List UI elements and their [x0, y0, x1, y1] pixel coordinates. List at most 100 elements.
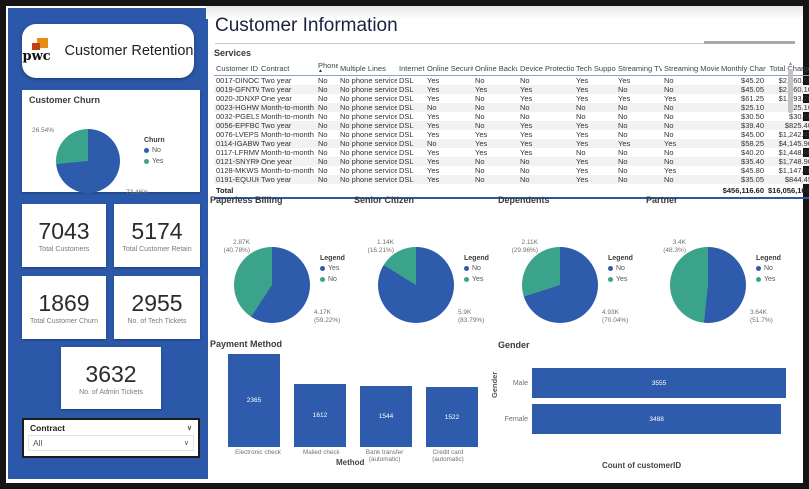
services-table: Customer ID Contract Phone ▲ Multiple Lines I… — [214, 60, 809, 199]
column-header-total-charge[interactable]: Total Charge — [766, 60, 809, 76]
bar-male[interactable]: 3555 — [532, 368, 786, 398]
bar-category-label: Electronic check — [235, 449, 281, 456]
bar-bank-transfer-automatic-[interactable]: 1544 — [360, 386, 412, 447]
legend-dot-icon — [464, 266, 469, 271]
legend-dot-icon — [144, 159, 149, 164]
bar-electronic-check[interactable]: 2365 — [228, 354, 280, 447]
scrollbar-thumb[interactable] — [788, 69, 793, 113]
pie-data-label: 2.11K (29.96%) — [511, 239, 538, 254]
scrollbar-up-icon[interactable]: ▴ — [788, 61, 792, 67]
legend-item-no[interactable]: No — [320, 276, 345, 283]
scrollbar-down-icon[interactable]: ▾ — [788, 190, 792, 196]
bar-value: 1612 — [312, 412, 328, 419]
kpi-tech-tickets[interactable]: 2955 No. of Tech Tickets — [114, 276, 200, 339]
kpi-total-customer-retain[interactable]: 5174 Total Customer Retain — [114, 204, 200, 267]
kpi-label: No. of Admin Tickets — [79, 388, 143, 396]
partner-chart: Partner Legend No Yes 3.4K (48.3%) 3.64K (51… — [646, 195, 791, 337]
legend-item-yes[interactable]: Yes — [144, 158, 165, 165]
pie-data-label: 4.93K (70.04%) — [602, 309, 629, 324]
contract-slicer: Contract ∨ All ∨ — [22, 418, 200, 458]
services-table-container: Customer ID Contract Phone ▲ Multiple Lines I… — [214, 60, 809, 199]
chart-title: Dependents — [498, 195, 550, 205]
legend-dot-icon — [464, 277, 469, 282]
bar-category-label: Bank transfer (automatic) — [365, 449, 404, 463]
column-header-streaming-tv[interactable]: Streaming TV — [616, 60, 662, 76]
table-row[interactable]: 0032-PGELS Month-to-month No No phone servi… — [216, 111, 809, 121]
table-scrollbar[interactable]: ▴ ▾ — [786, 60, 795, 196]
bar-category-label: Mailed check — [302, 449, 340, 456]
bar-female[interactable]: 3488 — [532, 404, 782, 434]
chart-title: Customer Churn — [29, 95, 101, 105]
partner-pie[interactable] — [670, 247, 746, 323]
table-row[interactable]: 0117-LFRMW Month-to-month No No phone servi… — [216, 147, 809, 157]
page-title: Customer Information — [215, 15, 398, 36]
chart-title: Senior Citizen — [354, 195, 415, 205]
kpi-label: Total Customer Churn — [29, 318, 99, 325]
services-table-body: 0017-DINOC Two year No No phone service DSL Y… — [214, 75, 809, 199]
kpi-total-customers[interactable]: 7043 Total Customers — [22, 204, 106, 267]
table-row[interactable]: 0017-DINOC Two year No No phone service DSL Y… — [216, 75, 809, 85]
column-header-tech-support[interactable]: Tech Support — [574, 60, 616, 76]
legend-item-yes[interactable]: Yes — [756, 276, 781, 283]
column-header-phone[interactable]: Phone ▲ — [316, 60, 338, 76]
bar-value: 1522 — [444, 413, 460, 421]
table-row[interactable]: 0121-SNYRK One year No No phone service DSL Y… — [214, 156, 809, 166]
kpi-admin-tickets[interactable]: 3632 No. of Admin Tickets — [61, 347, 161, 409]
customer-churn-chart: Customer Churn Churn No Yes 26.54% 73.46% — [22, 90, 200, 196]
column-header-contract[interactable]: Contract — [259, 60, 316, 76]
table-row[interactable]: 0191-EQUUH Two year No No phone service DSL Y… — [214, 174, 809, 184]
pwc-logo-text: pwc — [22, 49, 51, 64]
pie-data-label: 73.46% — [126, 189, 149, 196]
bar-credit-card-automatic-[interactable]: 1522 — [426, 387, 478, 447]
gender-x-axis-title: Count of customerID — [602, 461, 682, 470]
kpi-value: 2955 — [131, 290, 183, 316]
column-header-customer-id[interactable]: Customer ID — [214, 60, 259, 76]
churn-pie[interactable] — [56, 129, 120, 193]
legend-item-yes[interactable]: Yes — [464, 276, 489, 283]
slicer-selected-value: All — [33, 438, 43, 448]
column-header-multiple-lines[interactable]: Multiple Lines — [338, 60, 397, 76]
table-row[interactable]: 0076-LVEPS Month-to-month No No phone servi… — [216, 129, 809, 139]
kpi-value: 5174 — [131, 218, 183, 244]
pie-data-label: 2.87K (40.78%) — [223, 239, 250, 254]
contract-slicer-header[interactable]: Contract ∨ — [24, 420, 198, 434]
legend: Legend No Yes — [608, 255, 633, 283]
column-header-online-security[interactable]: Online Security — [425, 60, 473, 76]
senior-citizen-pie[interactable] — [378, 247, 454, 323]
table-row[interactable]: 0056-EPFBG Two year No No phone service DSL Y… — [214, 120, 809, 130]
chevron-down-icon[interactable]: ∨ — [183, 440, 189, 447]
bar-mailed-check[interactable]: 1612 — [294, 384, 346, 447]
column-header-device-protection[interactable]: Device Protection — [518, 60, 574, 76]
legend: Legend No Yes — [464, 255, 489, 283]
legend-item-no[interactable]: No — [144, 147, 165, 154]
bar-category-label: Credit card (automatic) — [432, 449, 464, 463]
table-row[interactable]: 0023-HGHWL Month-to-month No No phone servi… — [214, 102, 809, 112]
senior-citizen-chart: Senior Citizen Legend No Yes 1.14K (16.21%… — [354, 195, 499, 337]
legend-dot-icon — [608, 266, 613, 271]
legend-item-no[interactable]: No — [464, 265, 489, 272]
kpi-total-customer-churn[interactable]: 1869 Total Customer Churn — [22, 276, 106, 339]
column-header-internet[interactable]: Internet — [397, 60, 425, 76]
contract-slicer-dropdown[interactable]: All ∨ — [28, 435, 194, 451]
paperless-billing-pie[interactable] — [234, 247, 310, 323]
kpi-label: Total Customers — [38, 246, 90, 253]
column-header-streaming-movies[interactable]: Streaming Movies — [662, 60, 719, 76]
bar-value: 2365 — [246, 397, 262, 404]
table-row[interactable]: 0020-JDNXP One year No No phone service DSL Y… — [216, 93, 809, 103]
table-row[interactable]: 0114-IGABW Two year No No phone service DSL N… — [214, 138, 809, 148]
pie-data-label: 1.14K (16.21%) — [367, 239, 394, 254]
legend-item-yes[interactable]: Yes — [320, 265, 345, 272]
legend-item-no[interactable]: No — [756, 265, 781, 272]
column-header-monthly-charge[interactable]: Monthly Charge — [719, 60, 766, 76]
chevron-down-icon[interactable]: ∨ — [186, 425, 192, 432]
legend-item-yes[interactable]: Yes — [608, 276, 633, 283]
gender-chart-title: Gender — [498, 340, 530, 350]
table-row[interactable]: 0019-GFNTW Two year No No phone service DSL Y… — [214, 84, 809, 94]
services-table-header: Customer ID Contract Phone ▲ Multiple Lines I… — [214, 60, 809, 76]
dependents-pie[interactable] — [522, 247, 598, 323]
bar-value: 1544 — [378, 413, 394, 420]
pie-data-label: 3.4K (48.3%) — [663, 239, 686, 254]
legend-item-no[interactable]: No — [608, 265, 633, 272]
column-header-online-backup[interactable]: Online Backup — [473, 60, 518, 76]
